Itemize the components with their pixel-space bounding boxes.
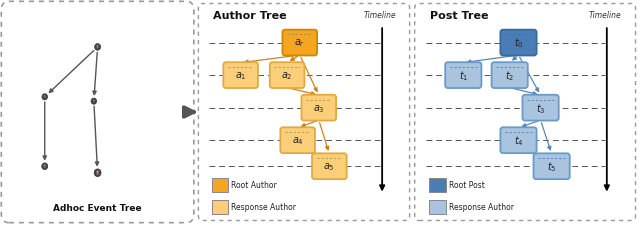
FancyBboxPatch shape [522,95,559,121]
Circle shape [43,95,47,99]
FancyBboxPatch shape [270,63,305,89]
Circle shape [95,45,100,50]
Circle shape [44,164,46,167]
FancyBboxPatch shape [223,63,258,89]
Text: Root Author: Root Author [231,180,277,189]
Circle shape [44,96,45,98]
Text: Root Post: Root Post [449,180,485,189]
FancyBboxPatch shape [212,178,228,192]
Text: Author Tree: Author Tree [213,11,287,21]
FancyBboxPatch shape [415,4,636,220]
FancyBboxPatch shape [282,31,317,56]
Text: $a_3$: $a_3$ [313,102,324,114]
Circle shape [97,171,99,173]
Text: $a_1$: $a_1$ [235,70,246,82]
FancyBboxPatch shape [1,2,194,223]
FancyBboxPatch shape [429,178,445,192]
Circle shape [42,164,47,169]
Circle shape [95,170,100,176]
Text: $t_5$: $t_5$ [547,160,556,173]
Text: Response Author: Response Author [231,202,296,211]
FancyBboxPatch shape [429,200,445,214]
FancyBboxPatch shape [312,154,347,179]
Circle shape [43,164,47,169]
FancyBboxPatch shape [500,31,536,56]
FancyBboxPatch shape [445,63,481,89]
Text: $a_4$: $a_4$ [292,135,303,146]
Circle shape [92,99,96,104]
FancyBboxPatch shape [534,154,570,179]
Text: $a_r$: $a_r$ [294,38,305,49]
Text: Response Author: Response Author [449,202,514,211]
Text: $t_3$: $t_3$ [536,101,545,115]
Circle shape [95,45,100,50]
FancyBboxPatch shape [301,95,336,121]
Text: $t_0$: $t_0$ [514,36,524,50]
Text: $t_2$: $t_2$ [505,69,515,83]
Text: $a_5$: $a_5$ [323,161,335,172]
FancyBboxPatch shape [500,128,536,153]
FancyBboxPatch shape [280,128,315,153]
Text: Timeline: Timeline [588,11,621,20]
Text: $t_4$: $t_4$ [514,134,524,147]
FancyBboxPatch shape [198,4,410,220]
Circle shape [92,99,96,104]
Text: Timeline: Timeline [364,11,396,20]
Circle shape [93,100,95,102]
Text: $a_2$: $a_2$ [282,70,293,82]
FancyBboxPatch shape [212,200,228,214]
Text: Adhoc Event Tree: Adhoc Event Tree [53,203,142,212]
Circle shape [97,46,99,48]
Text: $t_1$: $t_1$ [459,69,468,83]
Circle shape [95,170,100,176]
Circle shape [43,95,47,100]
FancyBboxPatch shape [492,63,528,89]
Text: Post Tree: Post Tree [430,11,489,21]
